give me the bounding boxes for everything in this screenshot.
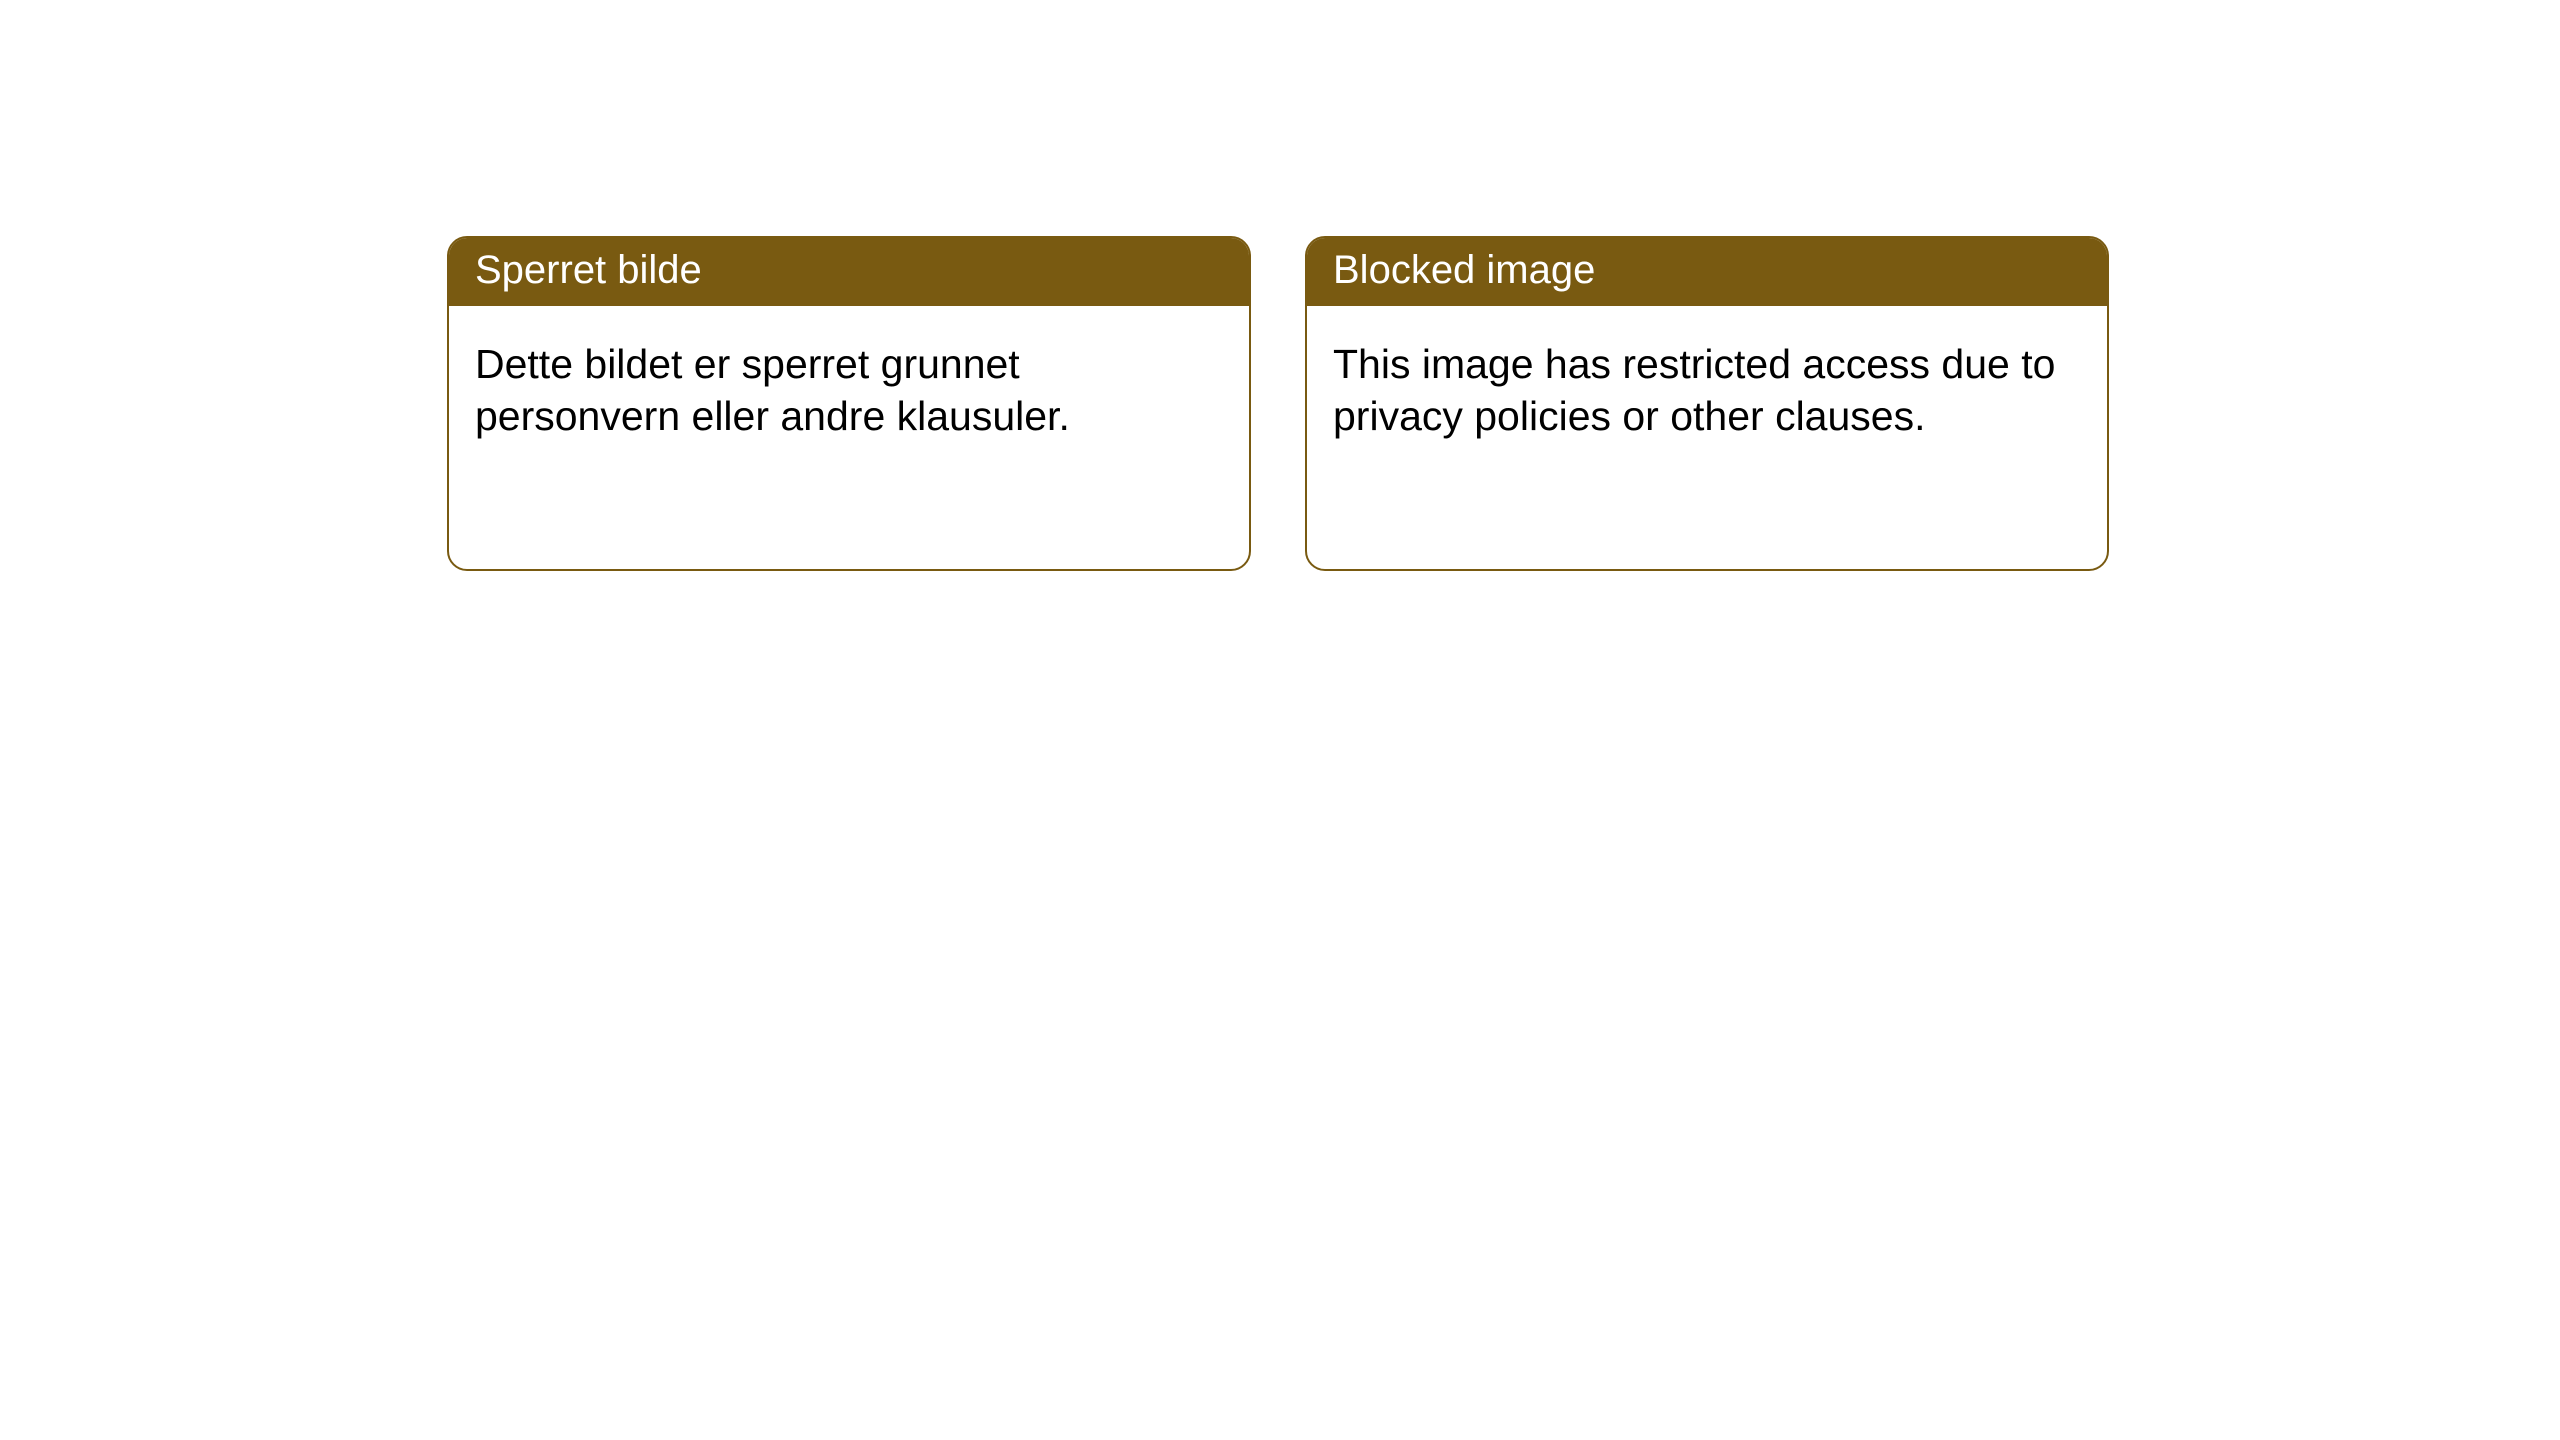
- notice-card-norwegian: Sperret bilde Dette bildet er sperret gr…: [447, 236, 1251, 571]
- notice-card-english: Blocked image This image has restricted …: [1305, 236, 2109, 571]
- notice-container: Sperret bilde Dette bildet er sperret gr…: [0, 0, 2560, 571]
- notice-header: Sperret bilde: [449, 238, 1249, 306]
- notice-body: This image has restricted access due to …: [1307, 306, 2107, 468]
- notice-body: Dette bildet er sperret grunnet personve…: [449, 306, 1249, 468]
- notice-header: Blocked image: [1307, 238, 2107, 306]
